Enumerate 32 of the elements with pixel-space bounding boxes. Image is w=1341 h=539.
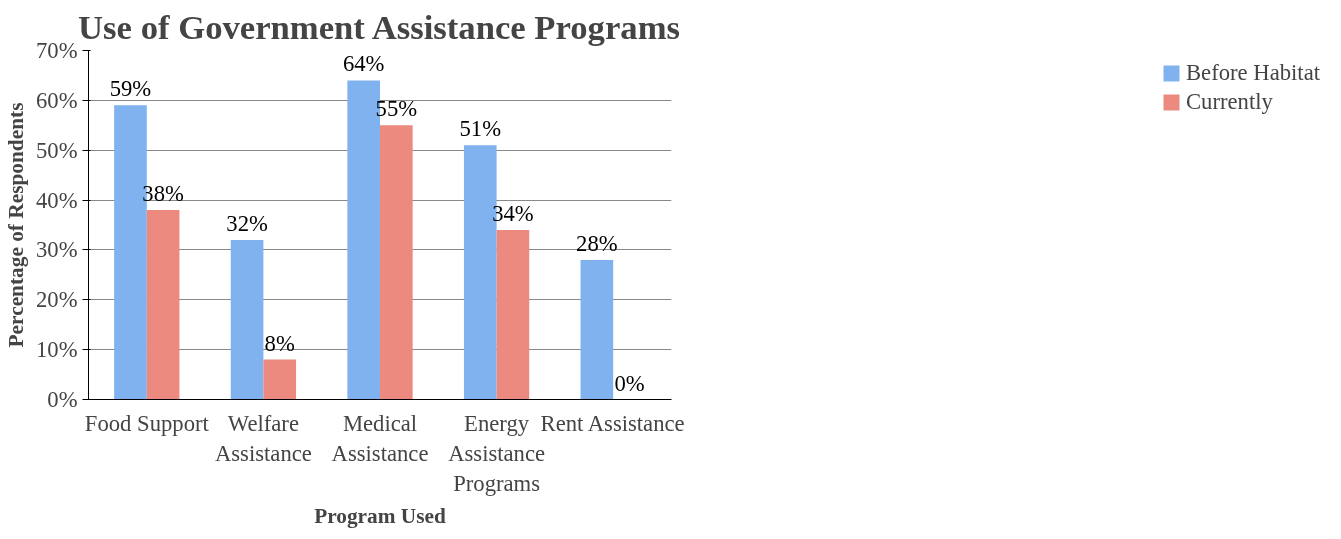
legend-label: Before Habitat: [1186, 60, 1320, 86]
x-tick-label: Welfare Assistance: [214, 410, 312, 466]
x-tick-label: Medical Assistance: [331, 410, 429, 466]
data-label: 64%: [342, 51, 385, 77]
y-tick-label: 50%: [35, 137, 78, 163]
data-label: 34%: [492, 200, 534, 226]
data-label: 32%: [226, 210, 268, 236]
bar: [146, 210, 180, 400]
data-label: 8%: [264, 330, 295, 356]
bar: [380, 125, 413, 400]
y-tick-label: 60%: [35, 87, 78, 113]
y-tick-label: 40%: [35, 187, 78, 213]
data-label: 59%: [109, 76, 152, 102]
y-tick-label: 70%: [35, 38, 78, 63]
data-label: 38%: [142, 181, 185, 207]
data-label: 51%: [459, 116, 502, 142]
bar: [230, 239, 264, 400]
data-label: 0%: [614, 370, 645, 396]
y-tick-label: 10%: [35, 337, 78, 363]
x-tick-label: Food Support: [84, 410, 210, 436]
y-tick-label: 20%: [35, 287, 78, 313]
bar: [496, 229, 530, 400]
bar: [580, 259, 614, 400]
y-tick-label: 30%: [35, 237, 78, 263]
data-label: 55%: [375, 96, 418, 122]
bar: [263, 359, 297, 400]
chart-title: Use of Government Assistance Programs: [78, 7, 680, 46]
x-axis-title: Program Used: [314, 503, 446, 528]
y-axis-title: Percentage of Respondents: [3, 102, 28, 348]
y-tick-label: 0%: [47, 387, 78, 412]
legend-label: Currently: [1186, 89, 1273, 115]
data-label: 28%: [576, 230, 618, 256]
